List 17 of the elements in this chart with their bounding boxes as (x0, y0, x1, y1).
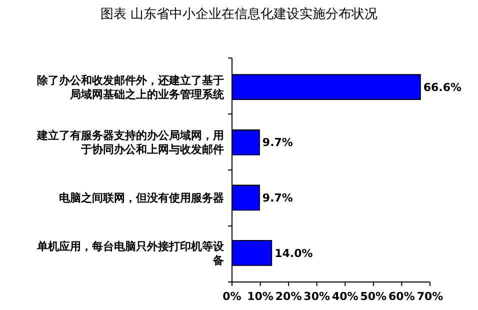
x-tick-label: 40% (332, 290, 358, 303)
data-label: 14.0% (274, 246, 313, 260)
x-tick-label: 20% (275, 290, 302, 303)
y-tick-label: 除了办公和收发邮件外，还建立了基于局域网基础之上的业务管理系统 (37, 74, 225, 101)
x-tick-label: 30% (304, 290, 330, 303)
x-tick-label: 0% (222, 290, 242, 303)
x-tick-label: 60% (388, 290, 415, 303)
x-tick-label: 50% (360, 290, 387, 303)
y-tick-label: 建立了有服务器支持的办公局域网，用于协同办公和上网与收发邮件 (36, 129, 224, 156)
y-tick-label: 电脑之间联网，但没有使用服务器 (59, 192, 224, 205)
chart-title: 图表 山东省中小企业在信息化建设实施分布状况 (100, 7, 378, 22)
y-tick-label: 单机应用，每台电脑只外接打印机等设备 (36, 240, 225, 267)
x-tick-label: 10% (247, 290, 274, 303)
data-label: 9.7% (262, 192, 293, 205)
data-label: 66.6% (423, 80, 462, 94)
x-tick-label: 70% (416, 290, 444, 303)
data-label: 9.7% (262, 136, 293, 150)
